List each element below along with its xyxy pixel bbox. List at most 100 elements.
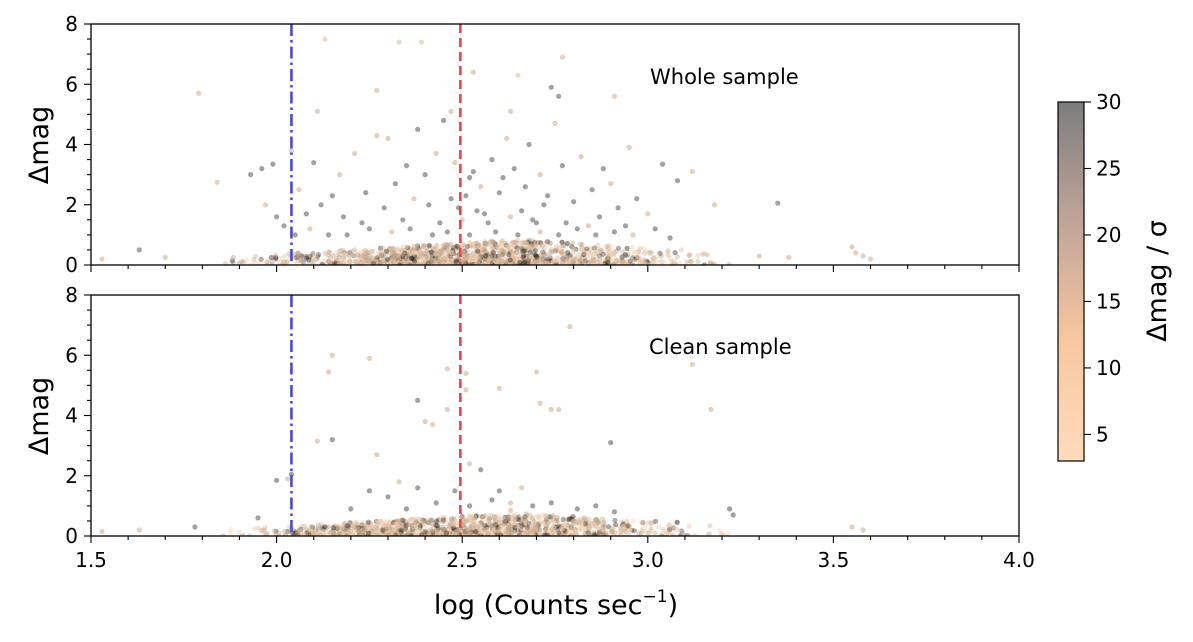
data-point bbox=[415, 126, 421, 132]
data-point bbox=[301, 523, 307, 529]
data-point bbox=[431, 261, 437, 265]
data-point bbox=[525, 247, 532, 253]
data-point bbox=[377, 529, 383, 536]
data-point bbox=[532, 252, 538, 258]
data-point bbox=[444, 406, 450, 413]
data-point bbox=[460, 259, 466, 265]
data-point bbox=[483, 259, 489, 265]
data-point bbox=[438, 258, 444, 264]
data-point bbox=[268, 254, 274, 261]
data-point bbox=[462, 533, 468, 536]
data-point bbox=[329, 193, 335, 199]
data-point bbox=[564, 519, 570, 525]
data-point bbox=[326, 260, 333, 265]
data-point bbox=[353, 261, 359, 265]
data-point bbox=[561, 530, 567, 536]
data-point bbox=[481, 249, 487, 255]
data-point bbox=[393, 261, 399, 265]
data-point bbox=[607, 260, 613, 265]
data-point bbox=[467, 252, 473, 258]
data-point bbox=[396, 530, 402, 536]
data-point bbox=[475, 528, 481, 534]
data-point bbox=[409, 261, 416, 265]
data-point bbox=[627, 258, 633, 264]
data-point bbox=[343, 525, 349, 531]
data-point bbox=[308, 258, 314, 264]
data-point bbox=[590, 257, 597, 263]
data-point bbox=[366, 533, 372, 536]
data-point bbox=[686, 252, 692, 258]
data-point bbox=[470, 528, 476, 534]
data-point bbox=[396, 528, 402, 534]
data-point bbox=[243, 257, 249, 263]
data-point bbox=[445, 249, 452, 255]
data-point bbox=[537, 532, 543, 536]
data-point bbox=[365, 259, 372, 265]
data-point bbox=[304, 530, 310, 536]
data-point bbox=[514, 239, 520, 245]
data-point bbox=[473, 513, 479, 519]
data-point bbox=[547, 240, 553, 246]
data-point bbox=[420, 262, 426, 265]
data-point bbox=[435, 517, 442, 523]
data-point bbox=[519, 533, 525, 536]
data-point bbox=[360, 529, 366, 535]
data-point bbox=[497, 253, 503, 259]
data-point bbox=[391, 254, 397, 260]
data-point bbox=[488, 253, 494, 259]
data-point bbox=[429, 261, 435, 265]
data-point bbox=[352, 258, 359, 265]
data-point bbox=[440, 519, 446, 525]
data-point bbox=[537, 260, 543, 265]
data-point bbox=[503, 240, 509, 246]
data-point bbox=[607, 253, 614, 259]
data-point bbox=[400, 244, 406, 250]
data-point bbox=[625, 532, 631, 536]
data-point bbox=[519, 523, 525, 529]
data-point bbox=[450, 529, 456, 535]
data-point bbox=[487, 513, 493, 519]
data-point bbox=[645, 520, 651, 527]
data-point bbox=[340, 255, 346, 261]
data-point bbox=[433, 257, 439, 263]
data-point bbox=[370, 248, 376, 254]
data-point bbox=[402, 244, 409, 250]
data-point bbox=[521, 256, 527, 262]
data-point bbox=[656, 524, 662, 530]
data-point bbox=[441, 259, 447, 265]
data-point bbox=[593, 516, 600, 523]
data-point bbox=[478, 514, 484, 520]
data-point bbox=[399, 259, 405, 265]
data-point bbox=[518, 262, 524, 265]
data-point bbox=[450, 258, 457, 264]
data-point bbox=[625, 249, 631, 255]
data-point bbox=[522, 532, 528, 536]
data-point bbox=[545, 519, 551, 526]
data-point bbox=[695, 252, 701, 259]
data-point bbox=[437, 262, 443, 265]
data-point bbox=[567, 260, 573, 265]
data-point bbox=[337, 260, 343, 265]
data-point bbox=[315, 253, 321, 260]
data-point bbox=[455, 253, 461, 259]
data-point bbox=[401, 257, 407, 263]
data-point bbox=[490, 245, 497, 252]
data-point bbox=[507, 246, 513, 252]
data-point bbox=[475, 248, 481, 254]
data-point bbox=[387, 532, 393, 536]
data-point bbox=[604, 251, 610, 257]
data-point bbox=[626, 144, 632, 151]
data-point bbox=[438, 260, 444, 265]
data-point bbox=[337, 172, 343, 178]
data-point bbox=[307, 527, 313, 533]
data-point bbox=[533, 533, 539, 536]
data-point bbox=[315, 527, 321, 533]
data-point bbox=[425, 262, 431, 265]
data-point bbox=[417, 258, 423, 264]
data-point bbox=[269, 258, 275, 265]
data-point bbox=[423, 257, 429, 263]
data-point bbox=[367, 255, 373, 261]
data-point bbox=[501, 250, 507, 256]
data-point bbox=[421, 255, 427, 261]
